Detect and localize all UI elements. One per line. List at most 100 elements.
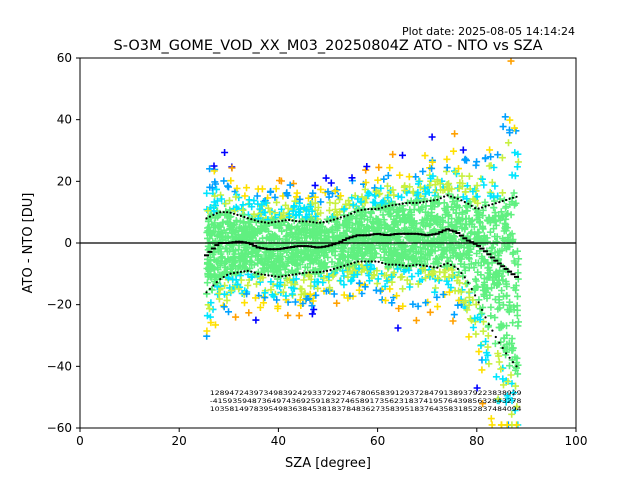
scatter-point — [220, 303, 228, 311]
upper-sigma-marker — [370, 208, 373, 211]
mean-curve-marker — [252, 244, 258, 247]
lower-sigma-marker — [487, 323, 490, 326]
scatter-point — [388, 273, 395, 281]
y-axis: −60 −40 −20 0 20 40 60 — [47, 51, 80, 435]
lower-sigma-marker — [257, 272, 260, 275]
scatter-point — [280, 240, 288, 248]
lower-sigma-marker — [398, 263, 401, 266]
scatter-point — [206, 235, 214, 242]
x-tick-label: 20 — [172, 434, 187, 448]
scatter-point — [455, 165, 462, 173]
lower-sigma-marker — [339, 265, 342, 268]
scatter-point — [400, 248, 408, 256]
scatter-points — [203, 57, 523, 429]
x-tick-label: 40 — [271, 434, 286, 448]
scatter-point — [250, 261, 258, 269]
scatter-point — [405, 256, 412, 264]
scatter-point — [413, 238, 420, 246]
upper-sigma-marker — [484, 205, 487, 208]
scatter-point — [278, 227, 286, 235]
scatter-point — [261, 289, 269, 297]
scatter-point — [428, 133, 436, 141]
upper-sigma-marker — [360, 208, 363, 212]
scatter-point — [218, 229, 226, 237]
scatter-point — [467, 218, 475, 226]
bin-count-row: 1035814978395498363845381837848362735839… — [210, 406, 522, 413]
lower-sigma-marker — [439, 264, 442, 268]
scatter-point — [248, 244, 256, 252]
lower-sigma-marker — [422, 264, 425, 267]
scatter-point — [292, 212, 300, 219]
x-tick-label: 100 — [565, 434, 588, 448]
scatter-point — [507, 211, 515, 219]
plot-date: Plot date: 2025-08-05 14:14:24 — [402, 25, 575, 38]
scatter-point — [222, 200, 230, 208]
scatter-point — [232, 193, 240, 201]
mean-curve-marker — [486, 253, 492, 256]
scatter-point — [216, 261, 224, 269]
mean-curve-marker — [510, 273, 516, 276]
scatter-point — [434, 256, 441, 263]
lower-sigma-marker — [343, 264, 346, 267]
scatter-point — [303, 238, 311, 246]
scatter-point — [428, 209, 436, 216]
mean-curve-marker — [262, 247, 268, 250]
scatter-point — [273, 198, 281, 206]
scatter-point — [227, 213, 235, 220]
scatter-point — [311, 181, 319, 189]
lower-sigma-marker — [505, 352, 508, 355]
scatter-point — [294, 265, 302, 273]
upper-sigma-marker — [246, 217, 249, 220]
scatter-point — [266, 233, 274, 241]
scatter-point — [497, 365, 505, 373]
mean-curve-marker — [286, 246, 292, 249]
scatter-point — [244, 281, 252, 289]
scatter-point — [447, 284, 455, 292]
scatter-point — [331, 251, 339, 259]
scatter-point — [416, 183, 424, 191]
scatter-point — [511, 353, 519, 361]
mean-curve-marker — [500, 265, 506, 268]
scatter-point — [448, 266, 456, 274]
scatter-point — [232, 313, 240, 321]
scatter-point — [410, 217, 418, 225]
scatter-point — [423, 256, 431, 264]
scatter-point — [278, 253, 286, 261]
scatter-point — [221, 258, 229, 266]
scatter-point — [462, 215, 470, 223]
scatter-point — [311, 193, 319, 201]
mean-curve-marker — [393, 233, 399, 235]
upper-sigma-marker — [291, 219, 294, 222]
lower-sigma-marker — [446, 262, 449, 265]
scatter-point — [386, 224, 394, 232]
scatter-point — [240, 218, 247, 226]
scatter-point — [446, 240, 454, 248]
scatter-point — [476, 316, 484, 324]
scatter-point — [212, 202, 219, 209]
scatter-point — [415, 205, 423, 213]
scatter-point — [241, 299, 248, 307]
scatter-point — [253, 280, 260, 288]
scatter-point — [484, 332, 492, 340]
scatter-point — [336, 196, 343, 203]
scatter-point — [211, 214, 219, 222]
mean-curve-marker — [328, 244, 333, 247]
mean-curve-marker — [472, 242, 478, 245]
scatter-point — [245, 196, 253, 204]
scatter-point — [490, 204, 498, 212]
scatter-point — [469, 195, 477, 203]
scatter-point — [463, 195, 471, 203]
scatter-point — [282, 233, 290, 241]
scatter-point — [225, 183, 232, 191]
scatter-point — [221, 211, 229, 219]
upper-sigma-marker — [412, 201, 415, 204]
upper-sigma-marker — [470, 204, 473, 207]
scatter-point — [410, 224, 418, 232]
upper-sigma-marker — [463, 200, 466, 204]
scatter-point — [491, 270, 499, 278]
upper-sigma-marker — [205, 217, 208, 220]
scatter-point — [306, 290, 314, 298]
upper-sigma-marker — [398, 203, 401, 206]
scatter-point — [463, 156, 470, 164]
scatter-point — [292, 246, 300, 254]
